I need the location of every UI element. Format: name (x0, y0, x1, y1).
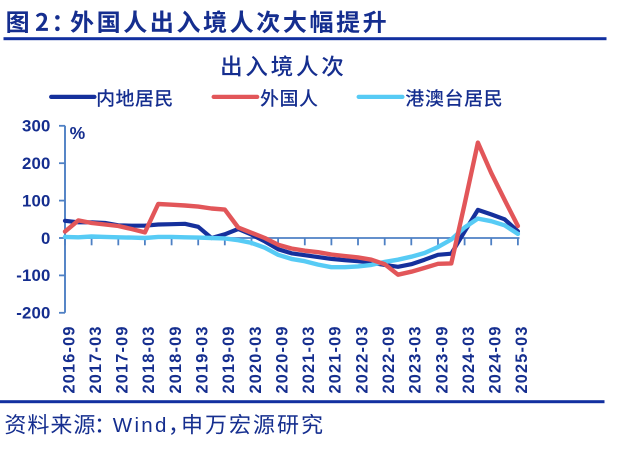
svg-text:2019-09: 2019-09 (220, 325, 238, 393)
svg-text:2016-09: 2016-09 (60, 325, 78, 393)
svg-text:2017-09: 2017-09 (114, 325, 132, 393)
svg-text:2022-09: 2022-09 (380, 325, 398, 393)
svg-text:2017-03: 2017-03 (87, 325, 105, 393)
svg-text:2023-09: 2023-09 (433, 325, 451, 393)
svg-text:100: 100 (22, 191, 51, 210)
svg-text:2021-09: 2021-09 (327, 325, 345, 393)
svg-text:2024-09: 2024-09 (487, 325, 505, 393)
svg-text:2019-03: 2019-03 (194, 325, 212, 393)
svg-text:2022-03: 2022-03 (353, 325, 371, 393)
svg-text:0: 0 (41, 229, 51, 248)
svg-text:2020-09: 2020-09 (273, 325, 291, 393)
svg-text:2021-03: 2021-03 (300, 325, 318, 393)
svg-text:2020-03: 2020-03 (247, 325, 265, 393)
svg-text:300: 300 (22, 117, 51, 136)
svg-text:2023-03: 2023-03 (407, 325, 425, 393)
svg-text:200: 200 (22, 154, 51, 173)
svg-text:2025-03: 2025-03 (513, 325, 531, 393)
svg-text:Wind: Wind (113, 414, 169, 437)
svg-text:2018-03: 2018-03 (140, 325, 158, 393)
svg-text:-100: -100 (16, 266, 50, 285)
svg-text:%: % (70, 123, 86, 143)
svg-text:2024-03: 2024-03 (460, 325, 478, 393)
svg-text:2018-09: 2018-09 (167, 325, 185, 393)
svg-text:-200: -200 (16, 304, 50, 323)
